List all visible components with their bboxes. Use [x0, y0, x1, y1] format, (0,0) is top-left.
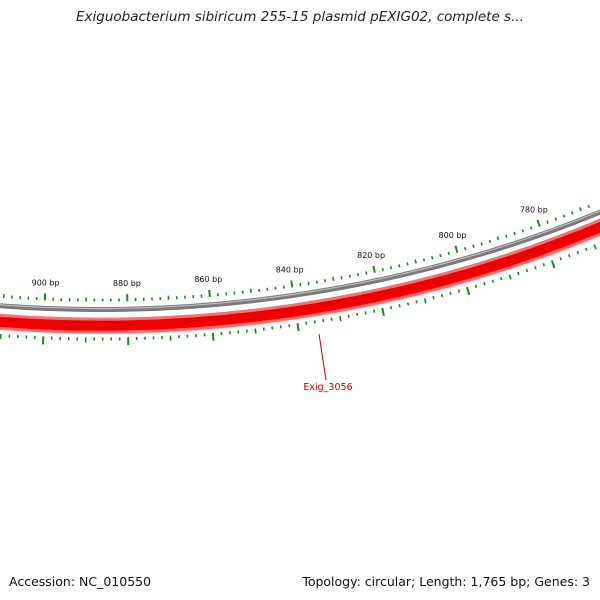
tick-inner-800: [466, 286, 471, 296]
tick-outer-814: [398, 264, 401, 268]
bp-label-880: 880 bp: [113, 279, 141, 288]
tick-inner-796: [483, 282, 486, 286]
tick-inner-816: [398, 304, 401, 308]
backbone-highlight: [0, 210, 600, 310]
tick-inner-780: [550, 260, 556, 269]
tick-inner-792: [500, 277, 503, 281]
bp-label-860: 860 bp: [194, 275, 222, 284]
tick-inner-812: [415, 300, 418, 304]
tick-outer-798: [464, 247, 467, 251]
tick-inner-818: [390, 306, 393, 310]
tick-inner-798: [474, 284, 478, 288]
tick-outer-826: [348, 274, 351, 278]
tick-outer-820: [372, 265, 376, 273]
tick-inner-782: [542, 263, 546, 267]
tick-outer-838: [299, 283, 302, 287]
tick-inner-806: [440, 293, 444, 298]
gene-label-leader: [318, 333, 327, 381]
tick-outer-780: [536, 219, 541, 227]
tick-inner-784: [534, 266, 537, 270]
tick-inner-774: [576, 250, 580, 255]
tick-outer-818: [381, 267, 384, 272]
tick-outer-774: [562, 214, 566, 218]
bp-label-800: 800 bp: [439, 231, 467, 240]
tick-outer-800: [454, 245, 459, 253]
tick-inner-836: [313, 320, 316, 324]
tick-outer-790: [496, 236, 500, 241]
tick-outer-786: [513, 231, 516, 236]
tick-outer-822: [365, 271, 368, 275]
tick-outer-828: [340, 276, 343, 280]
ruler-labels: 900 bp 880 bp 860 bp 840 bp 820 bp 800 bp 780 …: [32, 206, 548, 289]
tick-outer-832: [324, 279, 327, 283]
tick-inner-860: [211, 332, 215, 341]
plasmid-ring: [0, 209, 600, 334]
tick-inner-810: [423, 298, 427, 304]
tick-outer-816: [389, 266, 393, 270]
tick-outer-802: [447, 251, 450, 256]
tick-outer-792: [488, 239, 492, 244]
bp-label-900: 900 bp: [32, 278, 60, 287]
tick-outer-794: [480, 242, 483, 246]
tick-outer-788: [505, 234, 508, 238]
tick-outer-824: [357, 273, 360, 277]
tick-outer-840: [290, 280, 294, 288]
tick-outer-782: [529, 226, 533, 230]
tick-outer-784: [521, 229, 525, 233]
summary-label: Topology: circular; Length: 1,765 bp; Ge…: [302, 574, 590, 589]
accession-label: Accession: NC_010550: [9, 574, 152, 589]
tick-inner-832: [330, 317, 333, 321]
tick-inner-778: [559, 257, 563, 261]
tick-outer-830: [332, 276, 335, 281]
tick-inner-834: [322, 318, 325, 323]
tick-inner-802: [457, 289, 461, 293]
tick-inner-804: [449, 291, 452, 295]
tick-inner-838: [305, 321, 308, 325]
tick-outer-796: [472, 244, 475, 249]
tick-inner-814: [406, 302, 410, 306]
tick-inner-788: [517, 271, 520, 276]
tick-inner-824: [364, 311, 367, 315]
tick-inner-790: [508, 274, 512, 280]
tick-outer-770: [578, 207, 582, 212]
tick-inner-826: [356, 312, 359, 317]
tick-outer-778: [546, 220, 549, 224]
bp-label-820: 820 bp: [357, 251, 385, 260]
ruler-ticks: [0, 204, 597, 346]
tick-inner-822: [373, 309, 376, 313]
tick-outer-810: [414, 259, 417, 264]
tick-outer-804: [439, 253, 442, 258]
tick-inner-776: [568, 254, 571, 258]
map-title: Exiguobacterium sibiricum 255-15 plasmid…: [76, 9, 524, 25]
tick-inner-828: [347, 314, 350, 318]
bp-label-780: 780 bp: [520, 206, 548, 215]
tick-inner-794: [491, 279, 495, 283]
tick-inner-786: [525, 268, 529, 273]
bp-label-840: 840 bp: [276, 266, 304, 275]
tick-inner-808: [432, 295, 435, 300]
tick-outer-806: [431, 256, 434, 260]
tick-inner-770: [593, 244, 597, 250]
tick-outer-850: [249, 288, 252, 293]
backbone-arc: [0, 209, 600, 313]
gene-arc-Exig_3056[interactable]: [0, 221, 600, 331]
tick-inner-820: [381, 307, 385, 317]
tick-outer-776: [554, 217, 558, 221]
tick-outer-860: [208, 289, 211, 297]
tick-inner-840: [296, 322, 300, 332]
tick-outer-812: [406, 262, 409, 266]
tick-outer-808: [422, 258, 426, 262]
tick-inner-830: [339, 316, 342, 322]
tick-outer-834: [315, 280, 318, 284]
tick-inner-772: [585, 247, 588, 251]
tick-outer-772: [570, 211, 574, 215]
tick-inner-850: [254, 328, 257, 334]
gene-label-Exig_3056[interactable]: Exig_3056: [303, 382, 352, 393]
tick-outer-768: [587, 204, 591, 209]
